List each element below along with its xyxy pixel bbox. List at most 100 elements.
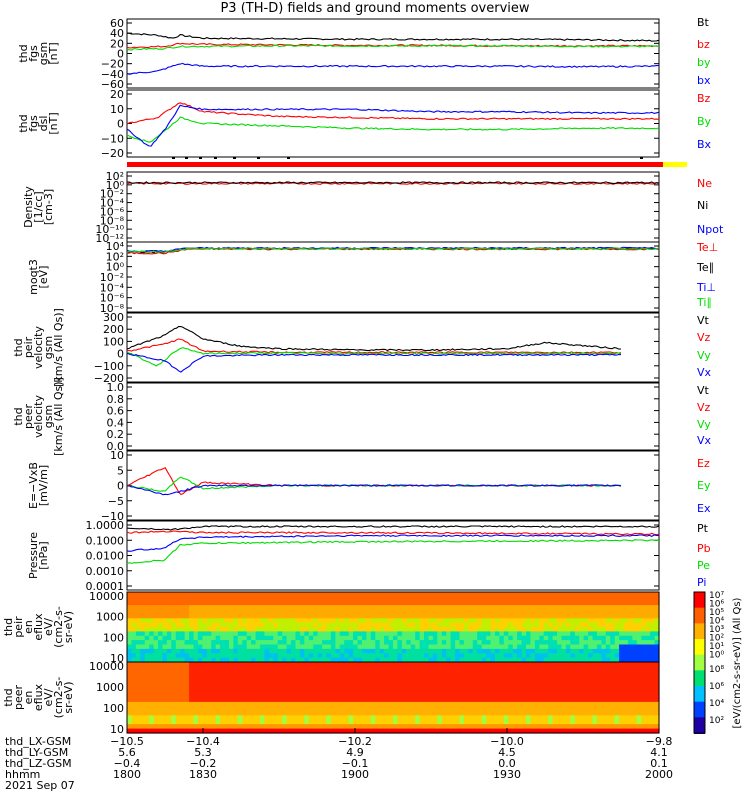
peir_eflux-cell — [623, 596, 629, 602]
peir_eflux-cell — [344, 613, 350, 619]
peir_eflux-cell — [517, 609, 523, 615]
peer_eflux-cell — [632, 728, 638, 734]
peir_eflux-ylabel: sr-eV) — [62, 611, 75, 643]
peir_eflux-cell — [401, 609, 407, 615]
peer_eflux-cell — [291, 688, 296, 694]
peer_eflux-cell — [388, 693, 394, 699]
peer_eflux-cell — [335, 710, 341, 716]
peir_eflux-cell — [344, 635, 350, 641]
peir_eflux-cell — [539, 609, 545, 615]
peir_eflux-cell — [557, 613, 562, 619]
peir_eflux-cell — [526, 613, 531, 619]
peer_eflux-cell — [645, 728, 651, 734]
peer_eflux-cell — [477, 724, 483, 730]
efield-ytick-label: 5 — [117, 464, 124, 477]
peer_eflux-cell — [588, 719, 594, 725]
peir_eflux-cell — [632, 631, 638, 637]
peer_eflux-cell — [304, 719, 310, 725]
peer_eflux-cell — [224, 670, 230, 676]
peer_eflux-cell — [282, 670, 288, 676]
peer_eflux-cell — [548, 728, 554, 734]
peir_eflux-cell — [162, 605, 168, 611]
peer_eflux-cell — [623, 662, 629, 667]
peer_eflux-cell — [335, 679, 341, 685]
peer_eflux-cell — [539, 679, 545, 685]
peir_eflux-cell — [539, 635, 545, 641]
peer_eflux-cell — [437, 688, 443, 694]
peer_eflux-cell — [517, 684, 523, 690]
peer_eflux-cell — [237, 693, 243, 699]
peer_eflux-cell — [614, 701, 620, 707]
peir_eflux-cell — [299, 605, 305, 611]
peir_eflux-cell — [202, 618, 208, 624]
peer_eflux-cell — [317, 724, 323, 730]
peir_eflux-cell — [313, 644, 319, 650]
peir_eflux-cell — [135, 605, 141, 611]
peir_eflux-cell — [197, 640, 203, 646]
peer_eflux-cell — [450, 662, 456, 667]
peir_eflux-cell — [650, 618, 656, 624]
peir_eflux-cell — [366, 609, 372, 615]
peer_eflux-cell — [548, 688, 554, 694]
peer_eflux-cell — [375, 688, 381, 694]
peer_eflux-cell — [557, 688, 562, 694]
peir_eflux-cell — [548, 592, 554, 597]
peir_eflux-cell — [654, 640, 660, 646]
xaxis-row-label: thd_LZ-GSM — [5, 757, 72, 770]
peir_eflux-cell — [397, 605, 403, 611]
peir_eflux-cell — [330, 648, 336, 654]
peir_eflux-cell — [144, 613, 150, 619]
peir_eflux-cell — [171, 609, 177, 615]
peer_eflux-cell — [295, 697, 301, 703]
peir_eflux-cell — [353, 618, 359, 624]
peer_eflux-cell — [215, 724, 221, 730]
peir_eflux-cell — [229, 657, 234, 663]
peir_eflux-cell — [619, 592, 625, 597]
peer_eflux-cell — [273, 684, 279, 690]
peir_eflux-cell — [579, 605, 585, 611]
peir_eflux-cell — [277, 618, 283, 624]
peir_eflux-cell — [264, 592, 270, 597]
peir_eflux-cell — [530, 640, 536, 646]
xaxis-row-value: 5.6 — [118, 746, 136, 759]
peir_eflux-cell — [419, 648, 425, 654]
peir_eflux-cell — [384, 613, 390, 619]
peer_eflux-cell — [330, 724, 336, 730]
page-title: P3 (TH-D) fields and ground moments over… — [220, 1, 530, 16]
peer_eflux-cell — [308, 688, 314, 694]
peir_eflux-cell — [220, 605, 226, 611]
peir_eflux-cell — [468, 609, 474, 615]
peir_eflux-cell — [552, 640, 558, 646]
peer_eflux-cell — [366, 697, 372, 703]
peer_eflux-cell — [220, 697, 226, 703]
peir_eflux-cell — [375, 622, 381, 628]
peer_eflux-cell — [193, 701, 199, 707]
peer_eflux-cell — [339, 710, 345, 716]
peir_eflux-cell — [184, 613, 190, 619]
peir_eflux-cell — [424, 605, 429, 611]
peer_eflux-cell — [490, 670, 496, 676]
peir_eflux-cell — [650, 640, 656, 646]
peer_eflux-cell — [446, 693, 452, 699]
peer_eflux-cell — [406, 724, 412, 730]
peir_eflux-cell — [295, 644, 301, 650]
peir_eflux-cell — [286, 635, 292, 641]
fgs_dsl-ylabel: [nT] — [47, 112, 60, 134]
peir_eflux-cell — [455, 609, 461, 615]
peir_eflux-cell — [268, 618, 274, 624]
peer_eflux-cell — [588, 688, 594, 694]
peer_eflux-cell — [455, 706, 461, 712]
peir_eflux-cell — [455, 600, 461, 606]
peer_eflux-cell — [610, 710, 616, 716]
peer_eflux-cell — [459, 706, 465, 712]
peer_eflux-cell — [317, 662, 323, 667]
peir_eflux-cell — [286, 657, 292, 663]
peer_eflux-cell — [180, 675, 186, 681]
peir_eflux-cell — [264, 600, 270, 606]
peer_eflux-cell — [180, 666, 186, 672]
peir_eflux-cell — [495, 596, 500, 602]
peer_eflux-cell — [623, 670, 629, 676]
peir_eflux-cell — [291, 644, 296, 650]
peer_eflux-cell — [317, 693, 323, 699]
peir_eflux-cell — [237, 627, 243, 632]
